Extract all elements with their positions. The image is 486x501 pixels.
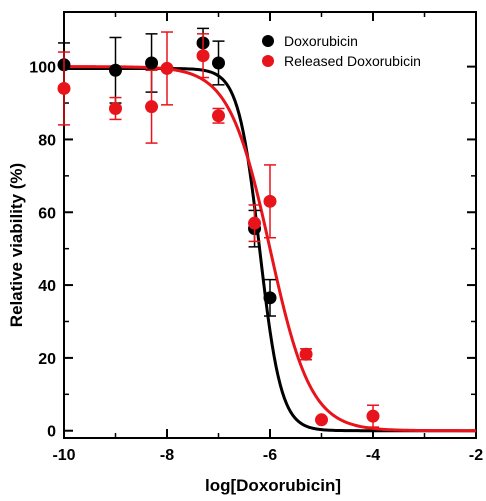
data-point-doxorubicin	[212, 56, 225, 70]
data-point-doxorubicin	[145, 56, 159, 70]
data-point-released-doxorubicin	[212, 109, 225, 123]
x-tick-label: -6	[263, 447, 277, 464]
y-tick-label: 80	[38, 132, 56, 149]
legend-marker-doxorubicin	[262, 35, 274, 47]
legend-label-released-doxorubicin: Released Doxorubicin	[284, 53, 421, 69]
axis-ticks: -10 -8 -6 -4 -2 0 20 40 60 80 100	[29, 12, 483, 464]
x-tick-label: -4	[366, 447, 380, 464]
data-point-released-doxorubicin	[145, 100, 159, 114]
data-point-released-doxorubicin	[366, 409, 380, 423]
legend-marker-released-doxorubicin	[262, 55, 274, 67]
fit-curve-released-doxorubicin	[64, 65, 476, 433]
data-point-released-doxorubicin	[109, 101, 122, 115]
data-point-released-doxorubicin	[315, 413, 328, 427]
data-point-released-doxorubicin	[248, 216, 262, 230]
y-tick-label: 20	[38, 351, 56, 368]
legend-label-doxorubicin: Doxorubicin	[284, 33, 358, 49]
fit-curves	[64, 65, 476, 433]
x-axis-title: log[Doxorubicin]	[205, 476, 341, 495]
x-tick-label: -8	[160, 447, 174, 464]
data-point-released-doxorubicin	[160, 61, 174, 75]
legend: Doxorubicin Released Doxorubicin	[262, 33, 421, 69]
data-point-doxorubicin	[109, 63, 122, 77]
data-markers	[57, 27, 380, 428]
data-point-released-doxorubicin	[299, 347, 313, 361]
y-tick-label: 40	[38, 278, 56, 295]
y-axis-title: Relative viability (%)	[7, 163, 26, 327]
data-point-released-doxorubicin	[57, 81, 71, 95]
y-tick-label: 60	[38, 205, 56, 222]
data-point-released-doxorubicin	[196, 49, 210, 63]
data-point-doxorubicin	[263, 291, 277, 305]
x-tick-label: -2	[469, 447, 483, 464]
y-tick-label: 100	[29, 60, 56, 77]
data-point-released-doxorubicin	[263, 194, 277, 208]
x-tick-label: -10	[52, 447, 75, 464]
y-tick-label: 0	[47, 424, 56, 441]
